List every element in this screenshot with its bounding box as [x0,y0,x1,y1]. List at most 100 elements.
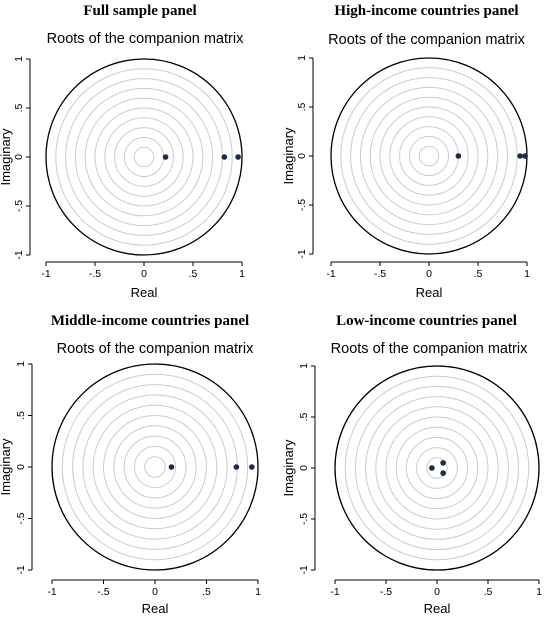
panel-title: Full sample panel [83,3,197,19]
roots-plot-full-sample: -1 -.5 0 .5 1 -1 -.5 0 .5 1 Real Imaginary [0,56,245,300]
x-tick-label: -1 [41,268,50,280]
root-point [249,464,255,470]
panel-title: Low-income countries panel [336,313,517,329]
panel-title: Middle-income countries panel [50,313,250,329]
grid-circle [65,78,223,236]
grid-circle [354,385,520,551]
x-tick-label: .5 [202,586,211,598]
grid-circle [92,404,218,530]
x-tick-label: -.5 [97,586,109,598]
grid-circle [133,146,155,168]
x-tick-label: -.5 [380,586,392,598]
roots-plot-high-income: -1 -.5 0 .5 1 -1 -.5 0 .5 1 Real Imaginary [281,55,530,300]
grid-circle [123,435,187,499]
roots-plot-low-income: -1 -.5 0 .5 1 -1 -.5 0 .5 1 Real Imaginary [281,363,542,616]
x-tick-label: -.5 [374,268,386,280]
y-tick-label: .5 [296,102,308,111]
root-point [233,464,240,470]
grid-circle [103,415,207,519]
root-point [455,153,462,159]
grid-circle [399,126,459,186]
y-tick-label: -1 [298,565,310,574]
grid-circle [123,136,165,178]
grid-circle [375,406,499,530]
x-tick-label: 1 [524,268,530,280]
y-tick-label: 1 [13,56,25,62]
root-point [162,154,169,160]
unit-circle [51,363,259,571]
y-tick-label: 0 [15,464,27,470]
root-point [440,470,446,476]
grid-circle [144,456,166,478]
y-axis-label: Imaginary [281,127,296,185]
grid-circle [344,375,530,561]
unit-circle [334,365,540,571]
x-tick-label: -.5 [89,268,101,280]
root-point [522,153,528,159]
x-tick-label: -1 [47,586,56,598]
grid-circle [418,145,440,167]
grid-circle [61,373,249,561]
grid-circle [369,96,489,216]
y-tick-label: -1 [15,565,27,574]
grid-circle [114,127,174,187]
root-point [429,465,435,471]
x-axis-label: Real [131,285,158,300]
grid-circle [426,457,448,479]
root-point [221,154,228,160]
root-point [517,153,523,159]
x-tick-label: 1 [239,268,245,280]
y-axis-label: Imaginary [0,128,13,186]
grid-circle [408,135,450,177]
y-tick-label: 0 [296,153,308,159]
x-tick-label: 0 [152,586,158,598]
y-tick-label: 0 [13,154,25,160]
grid-circle [55,68,233,246]
roots-plot-middle-income: -1 -.5 0 .5 1 -1 -.5 0 .5 1 Real Imaginary [0,361,261,616]
y-tick-label: -.5 [13,200,25,212]
plot-title: Roots of the companion matrix [46,31,244,47]
grid-circle [350,77,508,235]
x-tick-label: .5 [189,268,198,280]
plot-title: Roots of the companion matrix [328,32,525,48]
x-axis-label: Real [424,601,451,616]
grid-circle [385,416,489,520]
grid-circle [405,436,469,500]
y-tick-label: 1 [15,361,27,367]
y-tick-label: -.5 [15,512,27,524]
unit-circle [45,58,243,256]
x-tick-label: -1 [330,586,339,598]
grid-circle [84,97,204,217]
y-axis-label: Imaginary [281,439,296,497]
grid-circle [395,426,479,510]
y-tick-label: 1 [298,363,310,369]
x-axis-label: Real [142,601,169,616]
plot-title: Roots of the companion matrix [56,341,254,357]
root-point [440,460,446,466]
x-axis-label: Real [416,285,443,300]
grid-circle [94,107,194,207]
grid-circle [74,87,214,227]
y-tick-label: -.5 [296,199,308,211]
panel-title: High-income countries panel [334,3,519,19]
x-tick-label: 0 [141,268,147,280]
x-tick-label: .5 [474,268,483,280]
y-tick-label: -.5 [298,513,310,525]
grid-circle [379,106,479,206]
grid-circle [389,116,469,196]
y-tick-label: .5 [15,411,27,420]
y-tick-label: 0 [298,465,310,471]
root-point [235,154,241,160]
plot-title: Roots of the companion matrix [330,341,528,357]
grid-circle [72,384,238,550]
grid-circle [133,445,177,489]
grid-circle [104,117,184,197]
grid-circle [416,447,458,489]
y-tick-label: -1 [13,250,25,259]
grid-circle [359,86,499,226]
grid-circle [340,67,518,245]
x-tick-label: .5 [484,586,493,598]
x-tick-label: -1 [326,268,335,280]
grid-circle [82,394,228,540]
x-tick-label: 0 [434,586,440,598]
